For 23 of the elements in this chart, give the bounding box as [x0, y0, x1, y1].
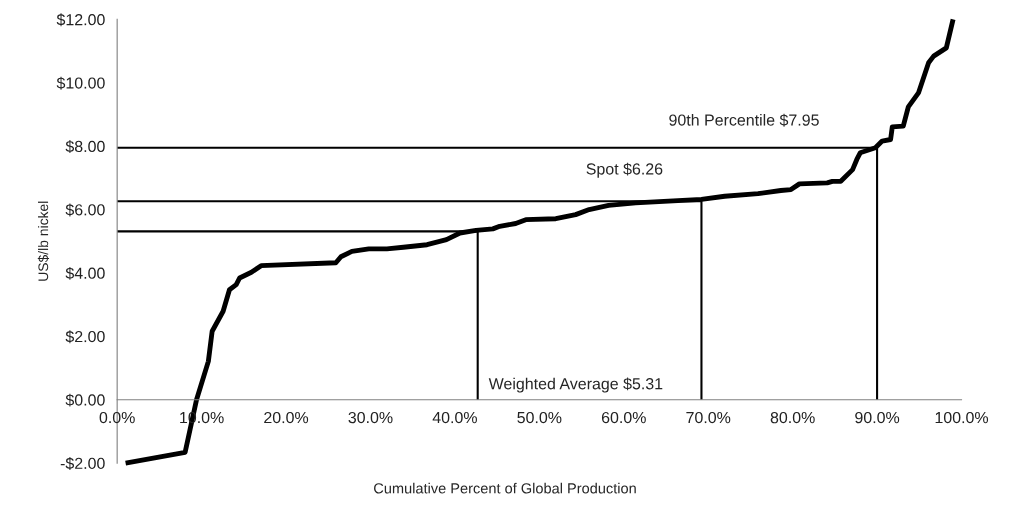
x-tick-label: 90.0%	[855, 411, 900, 424]
x-tick-label: 40.0%	[432, 411, 477, 424]
annotation: Spot $6.26	[586, 162, 663, 178]
y-tick-label: -$2.00	[60, 457, 105, 470]
x-tick-label: 50.0%	[517, 411, 562, 424]
x-tick-label: 80.0%	[770, 411, 815, 424]
x-tick-label: 100.0%	[935, 411, 989, 424]
y-tick-label: $10.00	[56, 76, 105, 90]
annotation: Weighted Average $5.31	[488, 377, 663, 393]
y-tick-label: $2.00	[65, 330, 105, 344]
y-tick-label: $4.00	[65, 266, 105, 280]
y-axis-title: US$/lb nickel	[37, 201, 50, 281]
x-tick-label: 30.0%	[348, 411, 393, 424]
y-tick-label: $8.00	[65, 140, 105, 154]
y-tick-label: $6.00	[65, 203, 105, 217]
x-tick-label: 60.0%	[601, 411, 646, 424]
annotation: 90th Percentile $7.95	[669, 113, 819, 127]
x-tick-label: 20.0%	[264, 411, 309, 424]
y-tick-label: $12.00	[56, 13, 105, 27]
x-tick-label: 70.0%	[686, 411, 731, 424]
x-axis-title: Cumulative Percent of Global Production	[374, 482, 636, 494]
y-tick-label: $0.00	[65, 393, 105, 407]
x-tick-label: 0.0%	[99, 411, 135, 424]
